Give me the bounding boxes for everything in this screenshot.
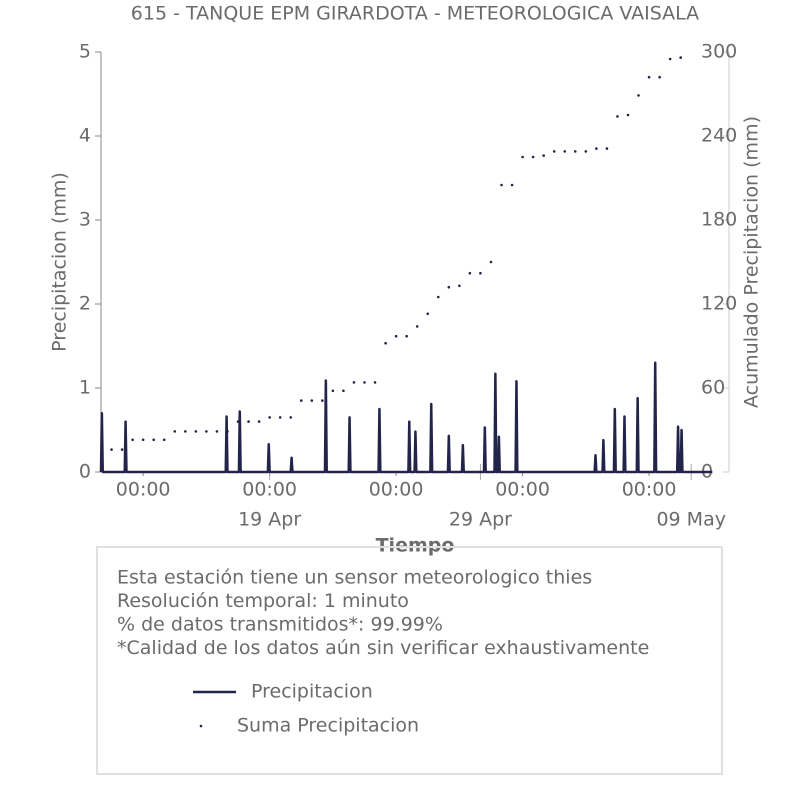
x-tick-label: 29 Apr <box>449 509 512 531</box>
info-text: % de datos transmitidos*: 99.99% <box>117 614 443 636</box>
x-tick-label: 09 May <box>656 509 726 531</box>
cumulative-dot <box>584 150 588 153</box>
cumulative-dot <box>268 416 271 419</box>
cumulative-dot <box>605 147 609 150</box>
y2-tick-label: 120 <box>701 293 737 315</box>
cumulative-dot <box>120 448 124 451</box>
x-minor-tick-label: 00:00 <box>116 479 171 501</box>
cumulative-dot <box>257 420 261 423</box>
info-text: Resolución temporal: 1 minuto <box>117 590 409 612</box>
x-minor-tick-label: 00:00 <box>495 479 550 501</box>
cumulative-dot <box>595 147 598 150</box>
cumulative-dot <box>205 430 208 433</box>
cumulative-dot <box>215 430 219 433</box>
y-tick-label: 3 <box>79 209 91 231</box>
cumulative-dot <box>184 430 187 433</box>
cumulative-dot <box>141 438 145 442</box>
y-tick-label: 1 <box>79 377 91 399</box>
cumulative-dot <box>500 183 503 187</box>
cumulative-dot <box>573 150 577 153</box>
cumulative-dot <box>310 399 314 402</box>
cumulative-dot <box>563 150 567 153</box>
info-text: *Calidad de los datos aún sin verificar … <box>117 637 649 659</box>
legend-label: Precipitacion <box>251 681 373 703</box>
cumulative-dot <box>668 57 672 61</box>
cumulative-dot <box>468 271 472 275</box>
cumulative-dot <box>247 420 250 423</box>
x-minor-tick-label: 00:00 <box>242 479 297 501</box>
y2-tick-label: 300 <box>701 41 737 63</box>
cumulative-dot <box>321 399 324 402</box>
cumulative-dot <box>173 430 177 433</box>
cumulative-dot <box>647 75 651 79</box>
cumulative-dot <box>405 334 408 338</box>
cumulative-dot <box>110 448 113 451</box>
cumulative-dot <box>299 399 303 402</box>
y2-tick-label: 180 <box>701 209 737 231</box>
cumulative-dot <box>521 155 524 159</box>
cumulative-dot <box>637 94 640 97</box>
cumulative-dot <box>394 334 398 338</box>
cumulative-dot <box>363 381 366 384</box>
cumulative-dot <box>542 154 545 157</box>
cumulative-dot <box>489 260 493 264</box>
cumulative-dot <box>552 150 556 153</box>
cumulative-dot <box>194 430 198 433</box>
info-text: Esta estación tiene un sensor meteorolog… <box>117 567 592 589</box>
cumulative-dot <box>152 438 155 442</box>
y-tick-label: 5 <box>79 41 91 63</box>
cumulative-dot <box>436 295 440 299</box>
cumulative-dot <box>342 389 345 393</box>
legend-label: Suma Precipitacion <box>237 715 419 737</box>
cumulative-dot <box>278 416 282 419</box>
cumulative-dot <box>447 285 451 289</box>
y2-tick-label: 60 <box>701 377 725 399</box>
cumulative-dot <box>626 113 630 117</box>
cumulative-dot <box>531 155 535 159</box>
cumulative-dot <box>479 271 482 275</box>
cumulative-dot <box>415 325 419 328</box>
x-minor-tick-label: 00:00 <box>369 479 424 501</box>
info-box <box>96 546 723 775</box>
y-tick-label: 0 <box>79 461 91 483</box>
y-axis-label: Precipitacion (mm) <box>49 172 71 352</box>
cumulative-dot <box>162 438 166 442</box>
y-tick-label: 2 <box>79 293 91 315</box>
cumulative-dot <box>426 312 430 316</box>
cumulative-dot <box>373 381 377 384</box>
chart-title: 615 - TANQUE EPM GIRARDOTA - METEOROLOGI… <box>131 3 699 25</box>
cumulative-dot <box>352 381 356 384</box>
x-minor-tick-label: 00:00 <box>622 479 677 501</box>
cumulative-dot <box>458 284 461 288</box>
x-axis-label: Tiempo <box>376 535 455 557</box>
cumulative-dot <box>616 115 619 118</box>
cumulative-dot <box>331 389 335 393</box>
x-tick-label: 19 Apr <box>238 509 301 531</box>
y2-tick-label: 240 <box>701 125 737 147</box>
cumulative-dot <box>131 438 134 442</box>
cumulative-dot <box>236 420 240 423</box>
cumulative-dot <box>510 183 514 187</box>
cumulative-dot <box>226 430 229 433</box>
cumulative-dot <box>658 75 661 79</box>
legend-dot <box>199 724 203 728</box>
y-tick-label: 4 <box>79 125 91 147</box>
cumulative-dot <box>679 56 682 59</box>
y2-axis-label: Acumulado Precipitacion (mm) <box>741 116 763 408</box>
cumulative-dot <box>289 416 293 419</box>
cumulative-dot <box>384 341 387 345</box>
precip-line <box>99 361 713 474</box>
